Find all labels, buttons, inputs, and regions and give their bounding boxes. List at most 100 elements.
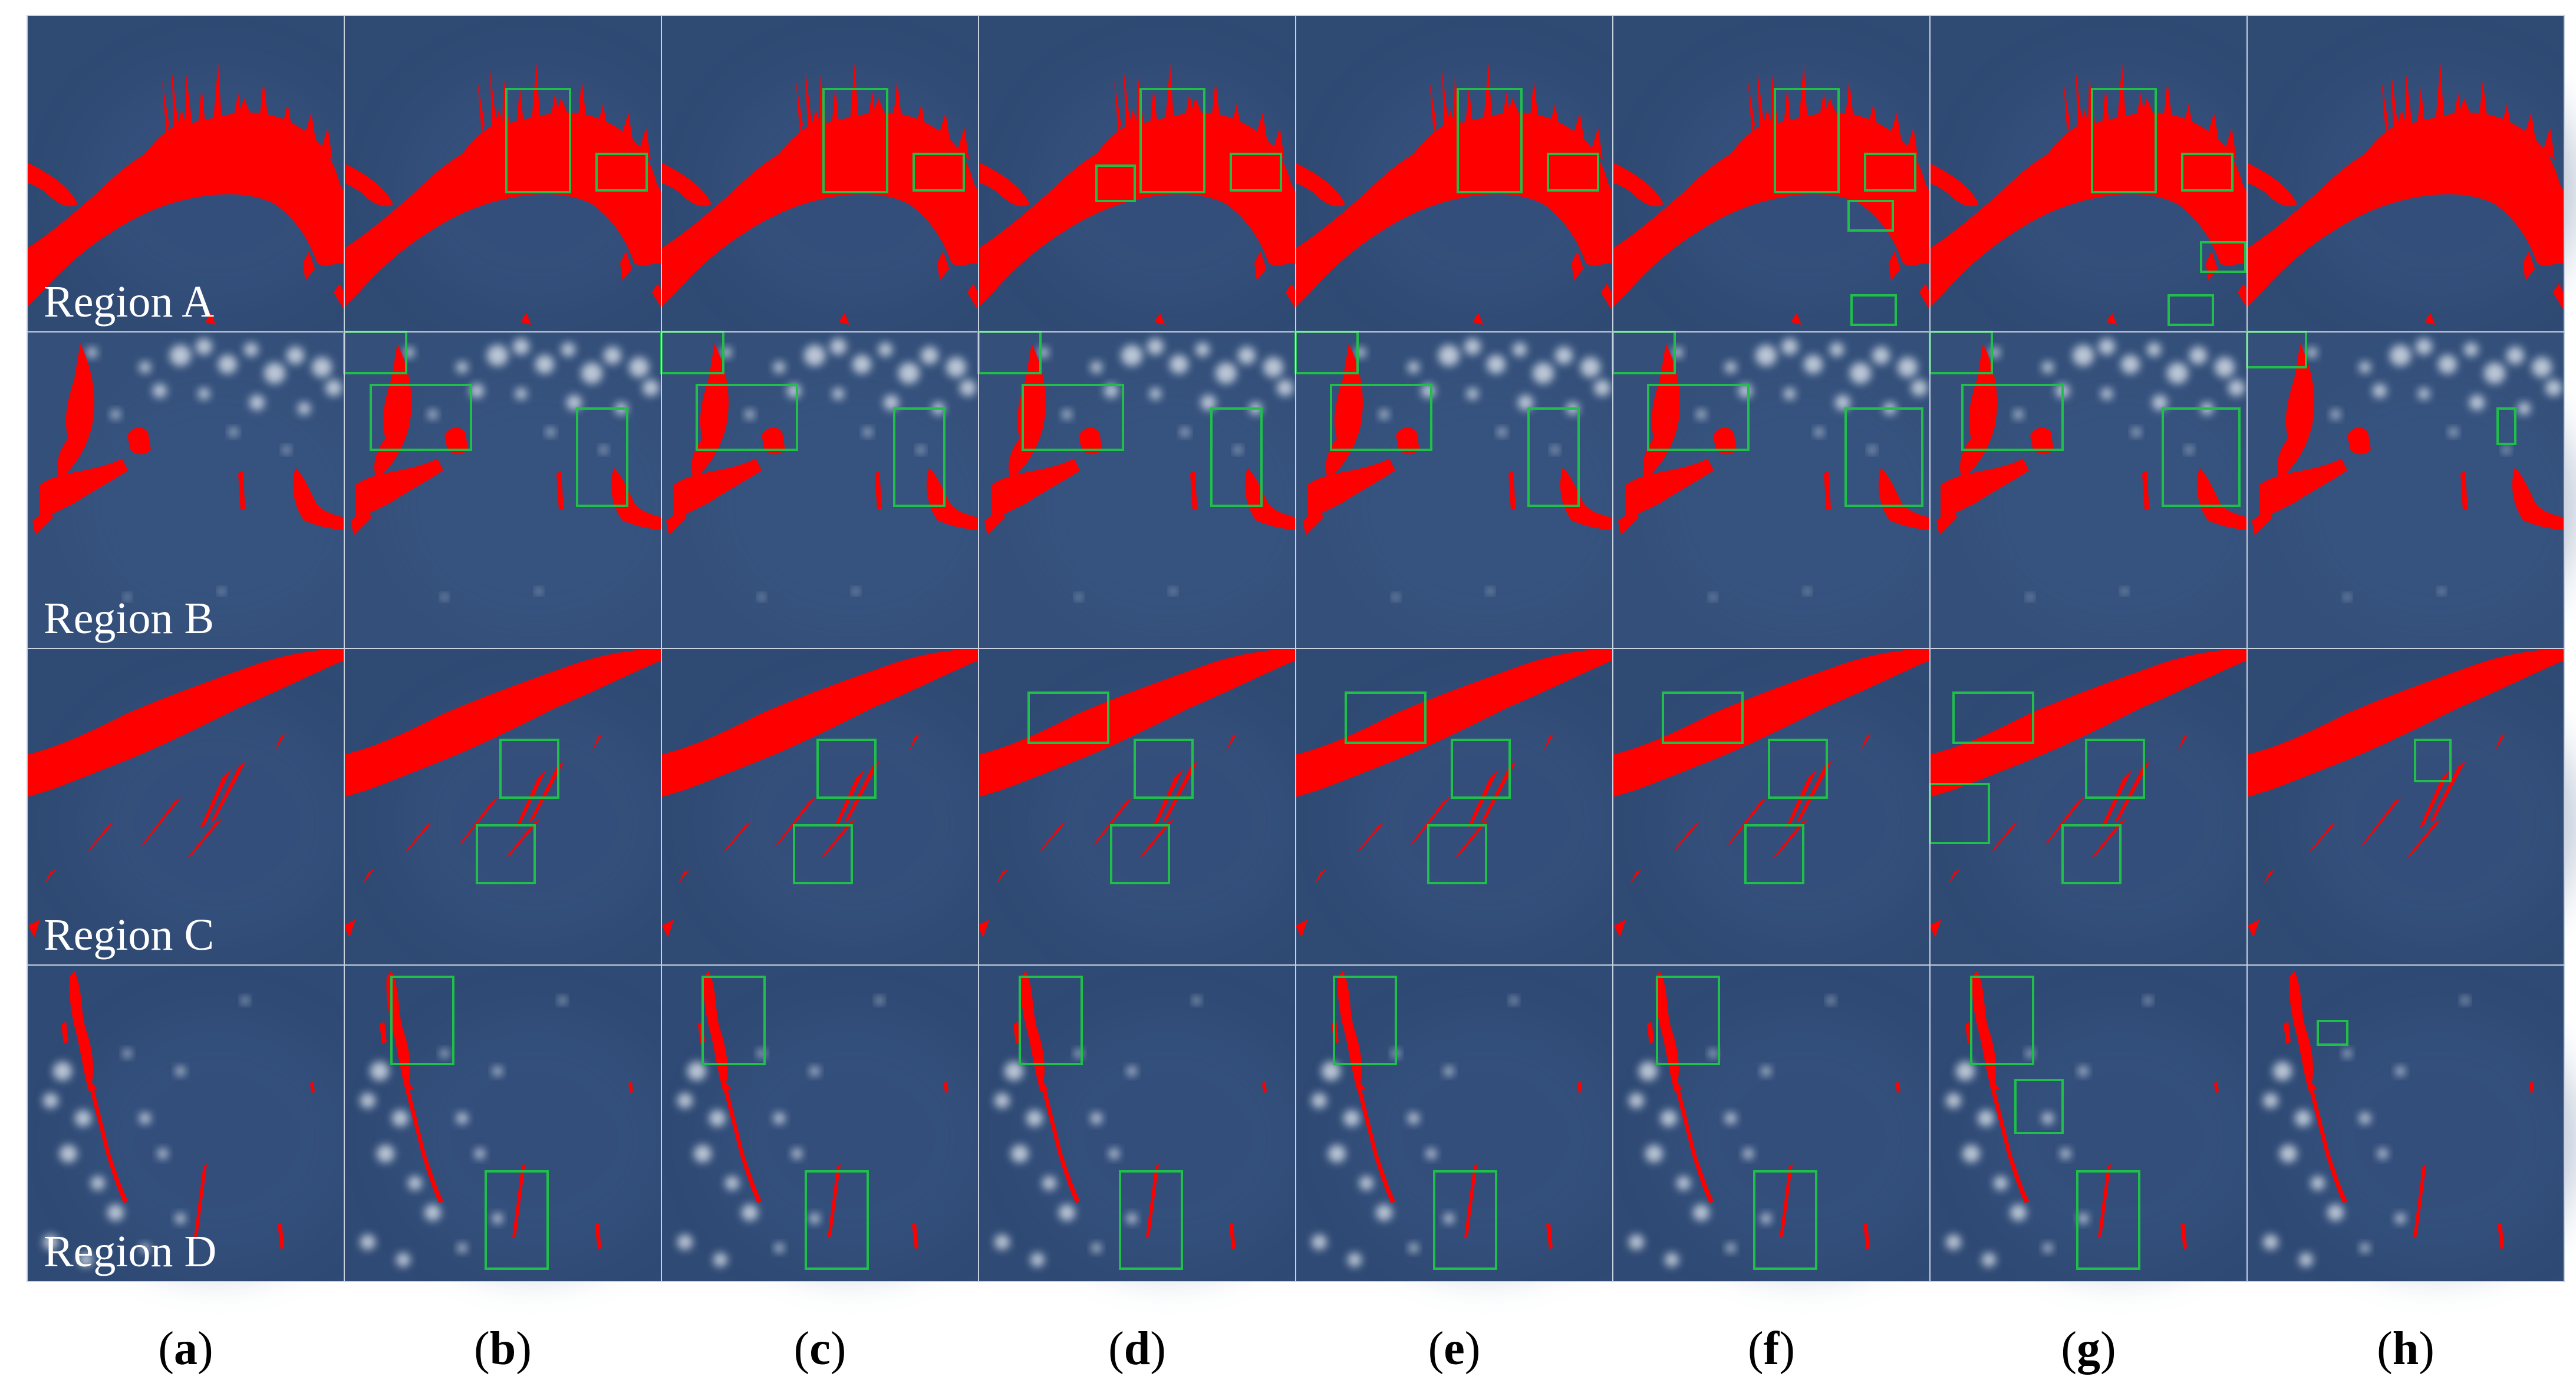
- segmentation-mask: [2180, 1223, 2187, 1249]
- highlight-box: [1027, 692, 1109, 744]
- segmentation-mask: [1231, 104, 1241, 131]
- segmentation-mask: [1543, 734, 1554, 752]
- highlight-box: [1019, 976, 1083, 1065]
- cloud: [546, 428, 555, 436]
- segmentation-mask: [2030, 427, 2054, 455]
- cloud: [1444, 1213, 1454, 1224]
- segmentation-mask: [661, 648, 979, 797]
- segmentation-mask: [1226, 734, 1237, 752]
- segmentation-mask: [980, 163, 1030, 206]
- segmentation-mask: [2178, 734, 2188, 752]
- cloud: [1850, 363, 1871, 384]
- segmentation-mask: [2501, 104, 2512, 131]
- segmentation-mask: [2091, 819, 2126, 858]
- segmentation-mask: [386, 971, 414, 1092]
- segmentation-mask: [57, 344, 94, 479]
- segmentation-mask: [200, 769, 231, 828]
- cloud: [1815, 428, 1823, 436]
- cloud: [1393, 594, 1399, 600]
- segmentation-mask: [1546, 1223, 1553, 1249]
- highlight-box: [2091, 88, 2157, 193]
- highlight-box: [2181, 153, 2234, 192]
- column-label-h: (h): [2377, 1323, 2435, 1375]
- cloud: [2449, 428, 2458, 436]
- cloud: [917, 446, 924, 453]
- segmentation-mask: [39, 459, 128, 519]
- cloud: [876, 997, 883, 1004]
- cloud: [1629, 1093, 1644, 1108]
- segmentation-mask: [1114, 80, 1121, 133]
- cloud: [2439, 588, 2445, 594]
- cloud: [1898, 357, 1918, 377]
- segmentation-mask: [1845, 80, 1854, 121]
- segmentation-mask: [310, 1082, 315, 1093]
- panel-A-a: [27, 15, 360, 332]
- cloud: [709, 1110, 726, 1127]
- cloud: [1062, 410, 1072, 419]
- cloud: [2145, 997, 2152, 1004]
- segmentation-mask: [344, 98, 661, 307]
- segmentation-mask: [1959, 344, 1997, 479]
- segmentation-mask: [2413, 1164, 2426, 1237]
- cloud: [1555, 347, 1573, 364]
- segmentation-mask: [2225, 127, 2236, 160]
- paren-close: ): [2419, 1323, 2435, 1375]
- cloud: [153, 384, 167, 398]
- segmentation-mask: [69, 971, 97, 1092]
- segmentation-mask: [2076, 68, 2083, 130]
- cloud: [677, 1234, 693, 1250]
- highlight-box: [1139, 88, 1205, 193]
- segmentation-mask: [1093, 797, 1133, 845]
- segmentation-mask: [2207, 113, 2219, 142]
- cloud: [2327, 1204, 2344, 1221]
- column-letter: c: [809, 1323, 831, 1375]
- segmentation-mask: [1165, 62, 1174, 120]
- panel-C-g: [1929, 648, 2263, 966]
- cloud: [1755, 345, 1777, 366]
- cloud: [1498, 428, 1506, 436]
- segmentation-mask: [1254, 251, 1266, 281]
- cloud: [2228, 380, 2245, 396]
- segmentation-mask: [1455, 819, 1489, 858]
- cloud: [140, 1243, 150, 1253]
- segmentation-mask: [1618, 509, 1639, 535]
- segmentation-mask: [2460, 471, 2468, 510]
- cloud: [1639, 1062, 1658, 1081]
- cloud: [2010, 1204, 2027, 1221]
- segmentation-mask: [1601, 284, 1612, 310]
- cloud: [360, 1234, 375, 1250]
- highlight-box: [1753, 1170, 1817, 1270]
- column-label-f: (f): [1748, 1323, 1795, 1375]
- segmentation-mask: [512, 1164, 525, 1237]
- cloud: [1629, 1234, 1644, 1250]
- segmentation-mask: [1190, 471, 1197, 510]
- segmentation-mask: [89, 1083, 128, 1203]
- segmentation-mask: [1296, 648, 1613, 797]
- segmentation-mask: [2117, 62, 2126, 120]
- cloud: [1872, 347, 1890, 364]
- cloud: [242, 997, 249, 1004]
- cloud: [325, 380, 342, 396]
- cloud: [581, 363, 602, 384]
- highlight-box: [1744, 824, 1804, 884]
- cloud: [470, 384, 484, 398]
- segmentation-mask: [967, 284, 978, 310]
- highlight-box: [701, 976, 766, 1065]
- cloud: [1726, 1243, 1735, 1253]
- panel-A-c: [661, 15, 994, 332]
- cloud: [1343, 1110, 1360, 1127]
- segmentation-mask: [1041, 1083, 1080, 1203]
- haze: [1660, 1012, 1946, 1266]
- column-letter: b: [490, 1323, 516, 1375]
- segmentation-mask: [628, 1082, 633, 1093]
- segmentation-mask: [28, 163, 78, 206]
- panel-C-c: [661, 648, 994, 966]
- cloud: [2359, 361, 2371, 373]
- segmentation-mask: [592, 734, 602, 752]
- segmentation-mask: [926, 467, 978, 529]
- highlight-box: [576, 407, 628, 507]
- segmentation-mask: [1929, 163, 1979, 206]
- segmentation-mask: [2524, 113, 2536, 142]
- segmentation-mask: [2419, 769, 2450, 828]
- cloud: [298, 402, 311, 415]
